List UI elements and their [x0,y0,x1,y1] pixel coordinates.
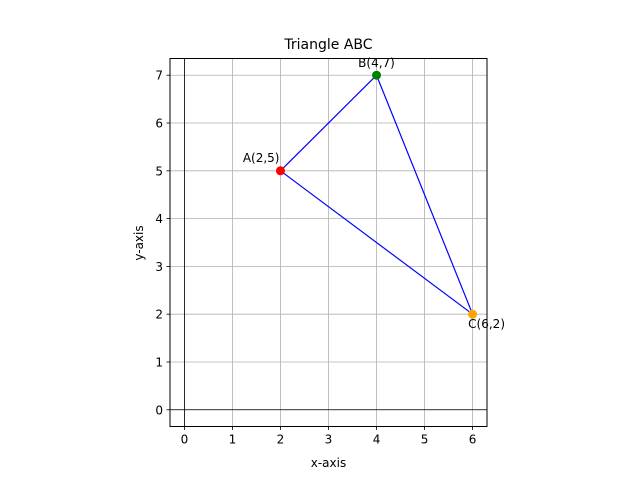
grid-lines [170,58,487,427]
x-tick-label: 6 [469,433,477,447]
x-tick-label: 2 [277,433,285,447]
vertex-label: A(2,5) [243,151,280,165]
vertex-points [275,70,478,319]
y-tick-label: 3 [155,260,163,274]
y-tick-label: 4 [155,212,163,226]
chart-title: Triangle ABC [283,37,372,53]
vertex-labels: A(2,5)B(4,7)C(6,2) [243,56,505,331]
y-tick-label: 1 [155,355,163,369]
x-tick-label: 0 [181,433,189,447]
y-tick-label: 7 [155,69,163,83]
triangle-edge [375,75,474,315]
y-tick-label: 2 [155,308,163,322]
vertex-point [372,70,382,80]
y-tick-label: 0 [155,403,163,417]
vertex-label: B(4,7) [358,56,395,70]
x-tick-label: 4 [373,433,381,447]
vertex-point [275,166,285,176]
triangle-edges [280,74,474,315]
axis-ticks: 0 1 2 3 4 5 6 0 1 2 3 4 5 6 7 [155,69,476,447]
x-tick-label: 5 [421,433,429,447]
triangle-edge [280,74,377,172]
x-axis-label: x-axis [311,456,346,470]
zero-lines [170,58,487,427]
x-tick-label: 1 [229,433,237,447]
y-axis-label: y-axis [132,225,146,260]
x-tick-label: 3 [325,433,333,447]
vertex-point [468,309,478,319]
triangle-edge [280,170,473,315]
y-tick-label: 6 [155,117,163,131]
y-tick-label: 5 [155,164,163,178]
